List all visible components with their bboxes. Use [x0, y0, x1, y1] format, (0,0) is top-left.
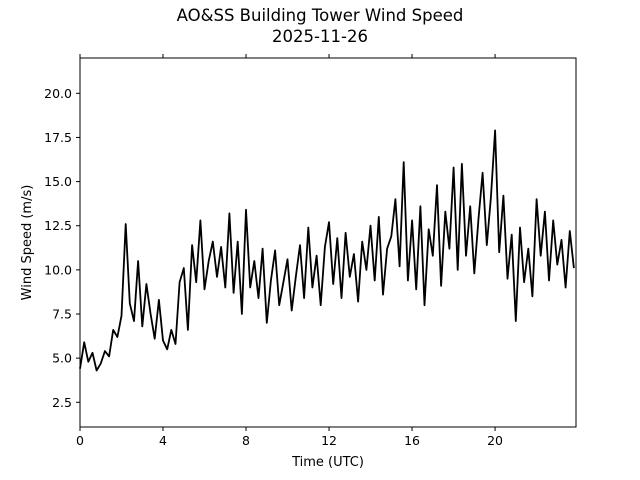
- y-tick-label: 7.5: [52, 307, 72, 322]
- y-tick-label: 12.5: [44, 218, 72, 233]
- y-axis-label: Wind Speed (m/s): [20, 185, 35, 301]
- y-tick-label: 15.0: [44, 174, 72, 189]
- chart-title: AO&SS Building Tower Wind Speed: [176, 6, 464, 25]
- x-tick-label: 16: [404, 433, 420, 448]
- y-tick-label: 17.5: [44, 130, 72, 145]
- plot-frame: [79, 57, 577, 428]
- x-tick-label: 20: [487, 433, 503, 448]
- x-axis-label: Time (UTC): [291, 455, 364, 470]
- chart-subtitle: 2025-11-26: [272, 27, 368, 46]
- y-tick-label: 20.0: [44, 86, 72, 101]
- y-tick-label: 10.0: [44, 262, 72, 277]
- series-line-0: [79, 129, 575, 372]
- x-tick-label: 4: [159, 433, 167, 448]
- y-tick-label: 5.0: [52, 351, 72, 366]
- x-tick-label: 0: [76, 433, 84, 448]
- x-tick-label: 8: [242, 433, 250, 448]
- y-tick-label: 2.5: [52, 395, 72, 410]
- x-tick-label: 12: [321, 433, 337, 448]
